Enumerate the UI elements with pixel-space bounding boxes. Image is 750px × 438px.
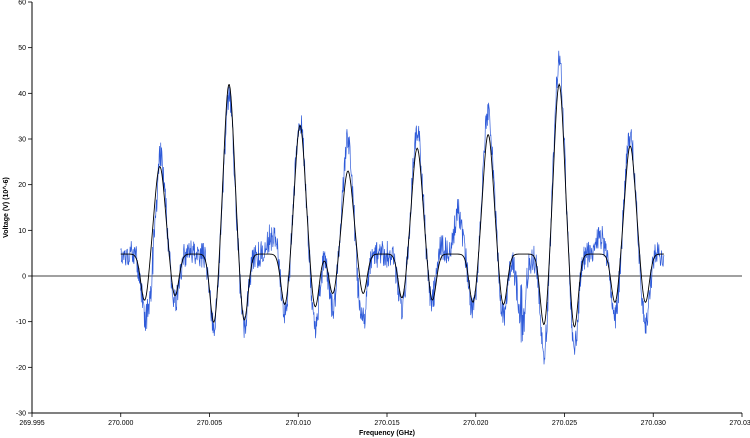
- y-tick-label: 10: [18, 228, 26, 235]
- x-axis-title: Frequency (GHz): [359, 430, 415, 437]
- y-tick-label: 40: [18, 91, 26, 98]
- y-axis-title: Voltage (V) (10^-6): [2, 177, 10, 238]
- chart-axes: [31, 2, 742, 414]
- x-tick-label: 270.010: [286, 420, 311, 427]
- chart-ticks: -30 -20 -10 0 10 20 30 40 50 60 269.995 270.000 270.…: [16, 0, 750, 427]
- x-tick-label: 269.995: [19, 420, 44, 427]
- fit-series-line: [120, 83, 664, 328]
- x-tick-label: 270.005: [197, 420, 222, 427]
- y-tick-label: 50: [18, 45, 26, 52]
- x-tick-label: 270.030: [641, 420, 666, 427]
- y-tick-label: -30: [16, 411, 26, 418]
- measured-series-line: [120, 50, 665, 365]
- y-tick-label: 30: [18, 137, 26, 144]
- y-tick-label: 60: [18, 0, 26, 7]
- x-tick-label: 270.000: [108, 420, 133, 427]
- x-tick-label: 270.015: [374, 420, 399, 427]
- y-tick-label: -10: [16, 319, 26, 326]
- y-tick-label: 20: [18, 182, 26, 189]
- x-tick-label: 270.020: [463, 420, 488, 427]
- y-tick-label: 0: [22, 274, 26, 281]
- x-tick-label: 270.035: [729, 420, 750, 427]
- y-tick-label: -20: [16, 365, 26, 372]
- x-tick-label: 270.025: [552, 420, 577, 427]
